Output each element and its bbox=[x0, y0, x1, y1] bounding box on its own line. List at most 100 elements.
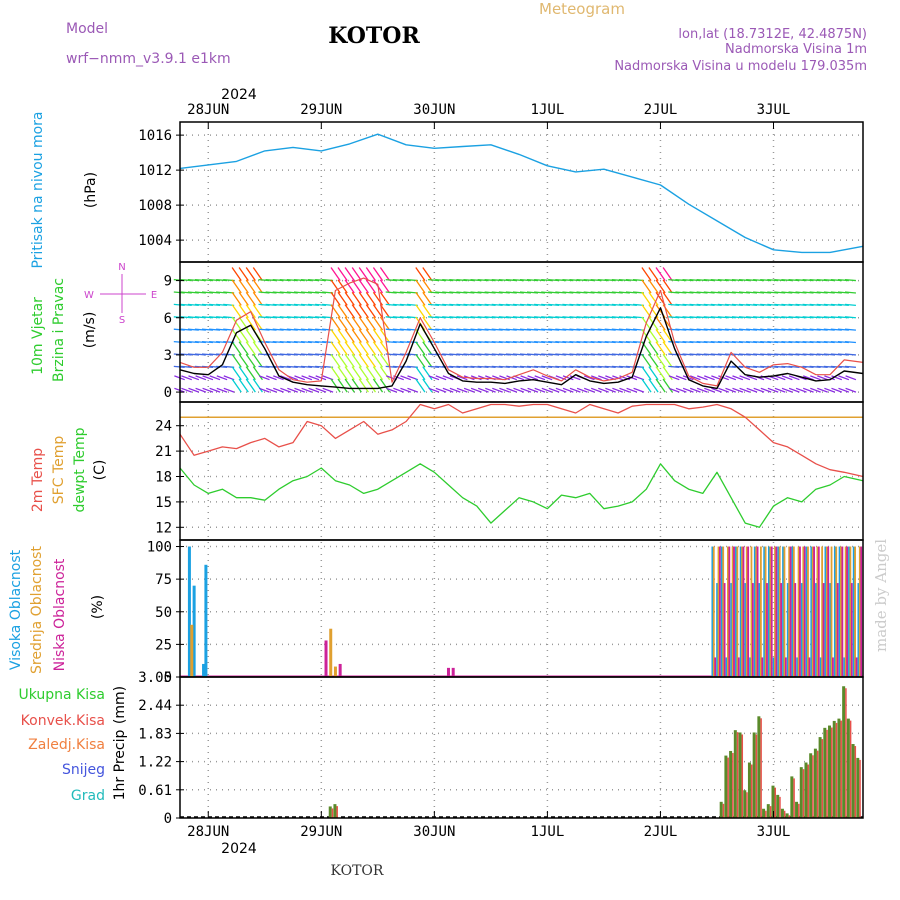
wind-barb bbox=[351, 329, 362, 343]
precip-bar-total bbox=[729, 750, 733, 818]
cloud-bar-mid bbox=[727, 546, 729, 677]
wind-barb bbox=[238, 341, 249, 356]
precip-bar-total bbox=[733, 730, 737, 818]
precip-bar-convective bbox=[732, 752, 734, 818]
cloud-bar-low bbox=[733, 546, 735, 677]
wind-barb bbox=[365, 353, 377, 368]
wind-barb bbox=[265, 387, 277, 393]
pressure-unit: (hPa) bbox=[83, 172, 99, 208]
wind-mean-line bbox=[179, 307, 864, 390]
mid-cloud-axis-title: Srednja Oblacnost bbox=[29, 546, 45, 674]
cloud-bar-high bbox=[777, 546, 780, 677]
wind-barb bbox=[612, 375, 623, 381]
cloud-bar-mid bbox=[783, 546, 786, 677]
cloud-bar-high bbox=[187, 546, 191, 677]
precip-bar-convective bbox=[854, 746, 857, 818]
cloud-bar-mid bbox=[844, 546, 847, 677]
wind-barb bbox=[422, 353, 433, 368]
y-tick-label-precipitation: 0.61 bbox=[138, 783, 172, 799]
cloud-bar-low bbox=[808, 657, 811, 677]
wind-barb bbox=[422, 341, 433, 356]
wind-barb bbox=[400, 375, 412, 381]
y-tick-label-wind: 6 bbox=[164, 311, 172, 327]
cloud-bar-low bbox=[794, 583, 797, 677]
cloud-bar-low bbox=[723, 583, 726, 677]
wind-barb bbox=[252, 341, 263, 356]
wind-barb bbox=[358, 329, 369, 343]
cloud-bar-high bbox=[857, 583, 860, 677]
wind-barb bbox=[415, 267, 426, 281]
wind-barb bbox=[252, 353, 263, 368]
wind-barb bbox=[746, 375, 758, 381]
wind-barb bbox=[372, 267, 384, 281]
wind-barb bbox=[569, 387, 581, 393]
precip-bar-total bbox=[762, 808, 766, 818]
wind-barb bbox=[330, 291, 341, 306]
wind-barb bbox=[330, 366, 341, 381]
cloud-bar-mid bbox=[759, 546, 762, 677]
temperature-ylabel: 2m Temp SFC Temp dewpt Temp (C) bbox=[30, 427, 108, 512]
wind-barb bbox=[351, 316, 362, 331]
cloud-bar-mid bbox=[797, 546, 800, 677]
precip-bar-convective bbox=[765, 810, 767, 818]
wind-barb bbox=[725, 387, 737, 393]
cloud-bar-mid bbox=[821, 546, 824, 677]
precip-bar-total bbox=[771, 785, 775, 818]
wind-barb bbox=[209, 375, 221, 381]
wind-barb bbox=[513, 387, 525, 393]
wind-barb bbox=[422, 267, 433, 281]
wind-barb bbox=[365, 316, 377, 331]
y-tick-label-precipitation: 1.22 bbox=[138, 755, 172, 771]
wind-barb bbox=[287, 387, 298, 393]
wind-barb bbox=[520, 387, 532, 393]
precip-bar-total bbox=[757, 716, 761, 818]
wind-barb bbox=[845, 387, 857, 393]
wind-barb bbox=[386, 387, 397, 393]
wind-barb bbox=[351, 291, 362, 306]
cloud-bar-high bbox=[767, 546, 770, 677]
wind-barb bbox=[231, 291, 242, 306]
y-tick-label-wind: 3 bbox=[164, 348, 172, 364]
precip-bar-convective bbox=[831, 727, 833, 818]
wind-barb bbox=[231, 341, 242, 356]
cloud-bar-high bbox=[786, 583, 789, 677]
wind-barb bbox=[641, 353, 652, 368]
wind-barb bbox=[415, 341, 426, 356]
wind-barb bbox=[365, 341, 377, 356]
wind-barb bbox=[641, 279, 652, 294]
wind-barb bbox=[202, 375, 214, 381]
wind-barb bbox=[555, 387, 567, 393]
wind-barb bbox=[216, 375, 228, 381]
wind-barb bbox=[337, 316, 348, 331]
cloud-bar-low bbox=[446, 667, 450, 677]
wind-barb bbox=[358, 378, 369, 393]
precip-bar-convective bbox=[840, 720, 842, 818]
wind-barb bbox=[372, 304, 384, 319]
cloud-bar-low bbox=[841, 546, 844, 677]
wind-barb bbox=[781, 375, 793, 381]
compass-north-label: N bbox=[118, 262, 125, 273]
wind-barb bbox=[662, 279, 673, 294]
temp-unit: (C) bbox=[92, 460, 108, 481]
wind-barb bbox=[619, 387, 631, 393]
wind-barb bbox=[238, 329, 249, 343]
cloud-bar-low bbox=[451, 667, 455, 677]
precip-legend: Ukupna Kisa Konvek.Kisa Zaledj.Kisa Snij… bbox=[18, 686, 128, 804]
y-tick-label-temperature: 12 bbox=[155, 520, 172, 536]
wind-barb bbox=[682, 387, 694, 393]
wind-barb bbox=[725, 375, 737, 381]
wind-barb bbox=[415, 279, 426, 294]
cloud-bar-high bbox=[843, 657, 846, 677]
precip-unit: (mm) bbox=[112, 686, 128, 724]
y-tick-label-wind: 9 bbox=[164, 274, 172, 290]
cloud-bar-low bbox=[770, 546, 773, 677]
precip-bar-total bbox=[738, 732, 742, 818]
cloud-bar-high bbox=[744, 583, 747, 677]
wind-barb bbox=[238, 378, 249, 393]
y-tick-label-temperature: 24 bbox=[155, 419, 172, 435]
wind-barb bbox=[422, 304, 433, 319]
wind-barb bbox=[358, 341, 369, 356]
compass-west-label: W bbox=[84, 290, 94, 301]
model-elevation-text: Nadmorska Visina u modelu 179.035m bbox=[614, 59, 867, 74]
cloud-bar-mid bbox=[745, 546, 748, 677]
